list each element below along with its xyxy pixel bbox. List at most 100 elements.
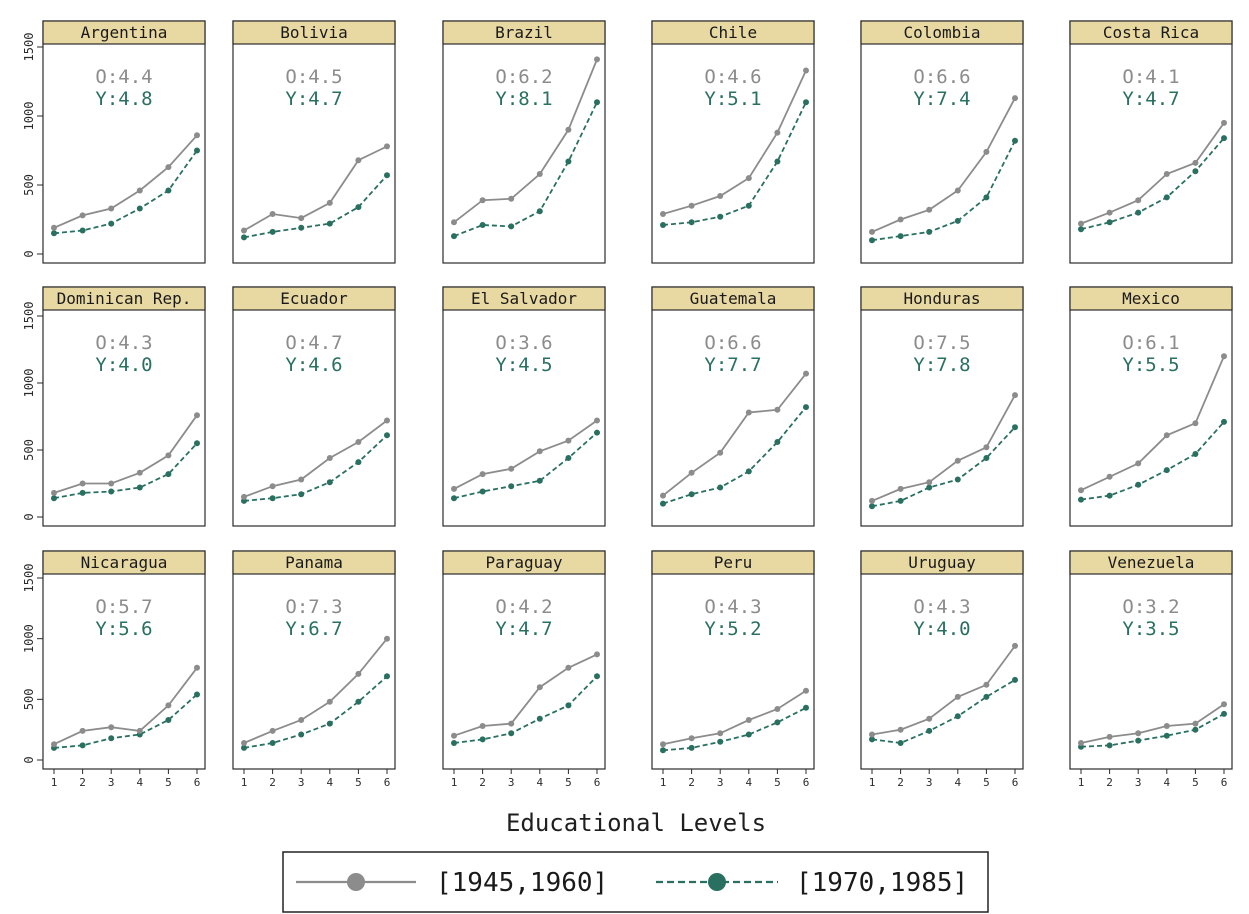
panel-title: Nicaragua [81, 553, 168, 572]
panel-ecuador: Ecuador O:4.7Y:4.6 [232, 286, 396, 527]
series-line-1945-1960 [243, 638, 388, 744]
data-point-1945-1960 [869, 228, 875, 235]
series-line-1945-1960 [53, 667, 198, 746]
series-line-1970-1985 [662, 101, 807, 226]
data-point-1970-1985 [479, 488, 486, 495]
panel-title-strip [42, 286, 206, 311]
data-point-1970-1985 [298, 491, 305, 498]
panel-title-strip [442, 286, 606, 311]
data-point-1945-1960 [326, 199, 333, 206]
data-point-1945-1960 [298, 476, 305, 483]
data-point-1945-1960 [51, 741, 57, 748]
panel-y-label: Y:5.1 [704, 88, 761, 110]
series-line-1970-1985 [662, 706, 807, 752]
data-point-1945-1960 [926, 206, 933, 213]
legend-label-1970-1985: [1970,1985] [796, 868, 968, 898]
panel-guatemala: Guatemala O:6.6Y:7.7 [651, 286, 815, 527]
panel-o-label: O:4.5 [285, 66, 342, 88]
x-tick-label: 1 [1078, 776, 1085, 789]
panel-chile: Chile O:4.6Y:5.1 [651, 20, 815, 264]
panel-title-strip [42, 20, 206, 45]
panel-brazil: Brazil O:6.2Y:8.1 [442, 20, 606, 264]
data-point-1970-1985 [803, 99, 809, 106]
panel-title: Chile [709, 23, 757, 42]
data-point-1970-1985 [241, 234, 247, 241]
data-point-1945-1960 [1135, 460, 1142, 467]
data-point-1945-1960 [451, 219, 457, 226]
data-point-1970-1985 [774, 439, 781, 445]
data-point-1970-1985 [1135, 481, 1142, 488]
data-point-1945-1960 [774, 406, 781, 413]
x-tick-label: 3 [298, 776, 305, 789]
data-point-1970-1985 [51, 230, 57, 237]
series-line-1945-1960 [453, 419, 598, 490]
data-point-1970-1985 [165, 717, 172, 723]
series-line-1970-1985 [453, 675, 598, 744]
data-point-1970-1985 [803, 404, 809, 411]
legend-marker-1945-1960 [347, 873, 365, 891]
y-tick-label: 500 [22, 688, 36, 710]
x-tick-label: 4 [745, 776, 752, 789]
data-point-1970-1985 [269, 495, 276, 502]
data-point-1945-1960 [717, 193, 724, 199]
panel-title-strip [651, 286, 815, 311]
data-point-1945-1960 [536, 448, 543, 455]
x-tick-label: 1 [51, 776, 58, 789]
panel-title-strip [860, 20, 1024, 45]
data-point-1945-1960 [1078, 740, 1084, 746]
x-tick-label: 1 [869, 776, 876, 789]
data-point-1945-1960 [660, 492, 666, 499]
panel-title: Bolivia [280, 23, 347, 42]
data-point-1970-1985 [594, 429, 600, 436]
panel-title-strip [651, 550, 815, 575]
x-tick-label: 6 [384, 776, 391, 789]
series-line-1945-1960 [1080, 122, 1225, 225]
data-point-1945-1960 [479, 471, 486, 478]
data-point-1970-1985 [194, 691, 200, 698]
data-point-1970-1985 [536, 715, 543, 722]
panel-costa-rica: Costa Rica O:4.1Y:4.7 [1069, 20, 1233, 264]
data-point-1945-1960 [926, 715, 933, 722]
data-point-1945-1960 [79, 212, 86, 219]
data-point-1945-1960 [51, 489, 57, 496]
panel-frame [442, 286, 606, 527]
panel-o-label: O:4.2 [495, 596, 552, 618]
data-point-1945-1960 [897, 485, 904, 492]
panel-title: Guatemala [690, 289, 777, 308]
x-tick-label: 2 [897, 776, 904, 789]
data-point-1945-1960 [594, 651, 600, 658]
x-tick-label: 5 [1192, 776, 1199, 789]
data-point-1945-1960 [508, 465, 515, 472]
series-line-1945-1960 [53, 414, 198, 494]
panel-o-label: O:7.5 [913, 332, 970, 354]
x-tick-label: 2 [269, 776, 276, 789]
panel-title-strip [442, 550, 606, 575]
data-point-1970-1985 [108, 735, 115, 742]
data-point-1970-1985 [451, 740, 457, 746]
series-line-1945-1960 [662, 373, 807, 497]
panel-o-label: O:3.2 [1122, 596, 1179, 618]
series-line-1970-1985 [453, 431, 598, 500]
y-tick-label: 1500 [22, 302, 36, 331]
data-point-1945-1960 [565, 664, 572, 671]
y-tick-label: 1000 [22, 624, 36, 653]
panel-title-strip [42, 550, 206, 575]
data-point-1970-1985 [869, 503, 875, 510]
panel-nicaragua: Nicaragua O:5.7Y:5.6 0 500 1000 1500 1 2 3 4 5 6 [22, 550, 206, 789]
data-point-1945-1960 [194, 132, 200, 139]
data-point-1970-1985 [1012, 137, 1018, 144]
data-point-1970-1985 [594, 99, 600, 106]
data-point-1945-1960 [194, 412, 200, 419]
x-tick-label: 6 [803, 776, 810, 789]
data-point-1970-1985 [926, 484, 933, 491]
data-point-1945-1960 [869, 731, 875, 738]
data-point-1970-1985 [536, 477, 543, 484]
series-line-1970-1985 [871, 140, 1016, 242]
data-point-1945-1960 [1192, 720, 1199, 727]
x-tick-label: 3 [1135, 776, 1142, 789]
data-point-1970-1985 [954, 217, 961, 224]
x-tick-label: 6 [1012, 776, 1019, 789]
panel-y-label: Y:4.8 [95, 88, 152, 110]
data-point-1945-1960 [745, 717, 752, 723]
data-point-1970-1985 [108, 488, 115, 495]
